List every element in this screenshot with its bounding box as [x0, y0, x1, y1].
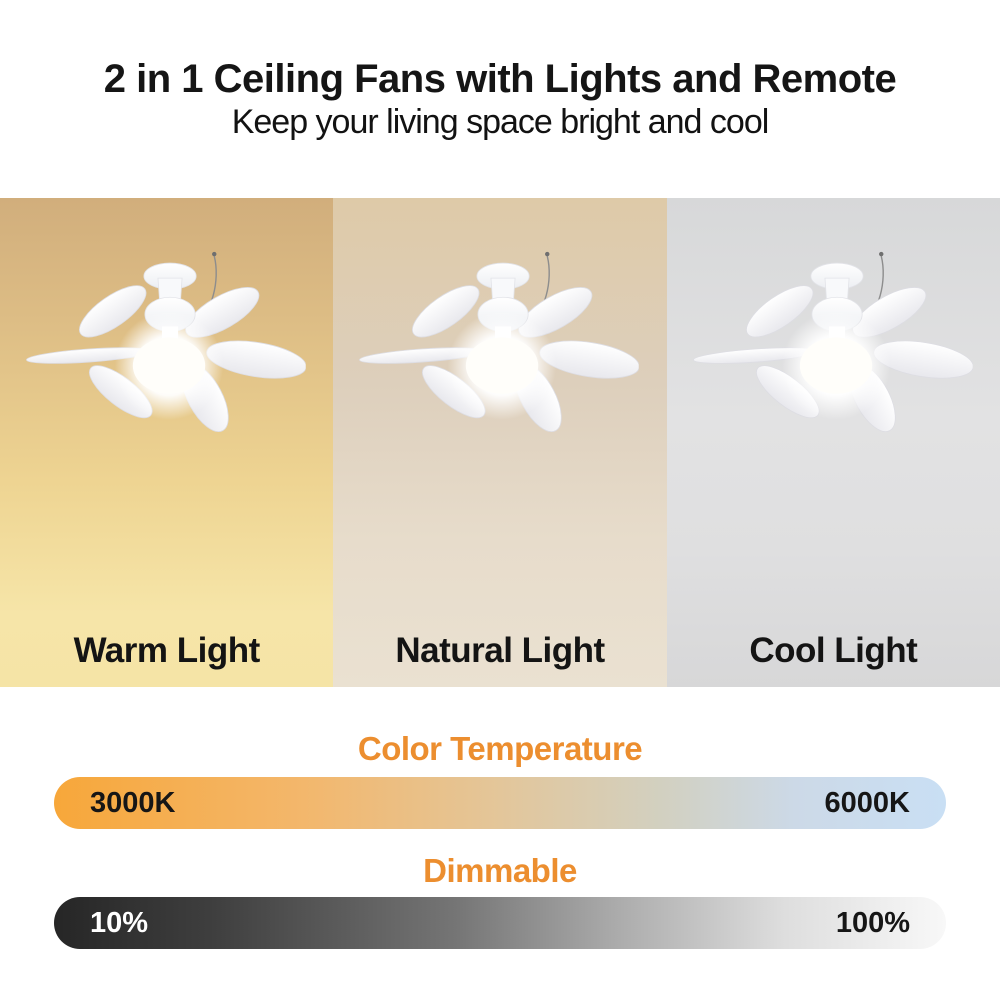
color-temperature-min-label: 3000K [90, 786, 176, 819]
dimmable-min-label: 10% [90, 906, 149, 939]
panel-label-cool: Cool Light [749, 631, 918, 670]
ceiling-fan-photo [691, 248, 973, 444]
panel-natural-light: Natural Light [333, 198, 667, 687]
light-mode-panels: Warm Light Natural Light Cool Light [0, 198, 1000, 687]
dimmable-max-label: 100% [835, 906, 910, 939]
panel-cool-light: Cool Light [666, 198, 1000, 687]
product-subtitle: Keep your living space bright and cool [231, 103, 770, 141]
ceiling-fan-photo [24, 248, 306, 444]
panel-warm-light: Warm Light [0, 198, 334, 687]
dimmable-gradient-bar: 10% 100% [54, 897, 946, 949]
color-temperature-heading: Color Temperature [357, 730, 643, 767]
header: 2 in 1 Ceiling Fans with Lights and Remo… [0, 0, 1000, 142]
color-temperature-gradient-bar: 3000K 6000K [54, 777, 946, 829]
color-temperature-max-label: 6000K [824, 786, 910, 819]
dimmable-heading: Dimmable [423, 852, 577, 889]
ceiling-fan-photo [357, 248, 639, 444]
panel-label-warm: Warm Light [73, 631, 261, 670]
product-title: 2 in 1 Ceiling Fans with Lights and Remo… [103, 57, 897, 101]
panel-label-natural: Natural Light [395, 631, 605, 670]
